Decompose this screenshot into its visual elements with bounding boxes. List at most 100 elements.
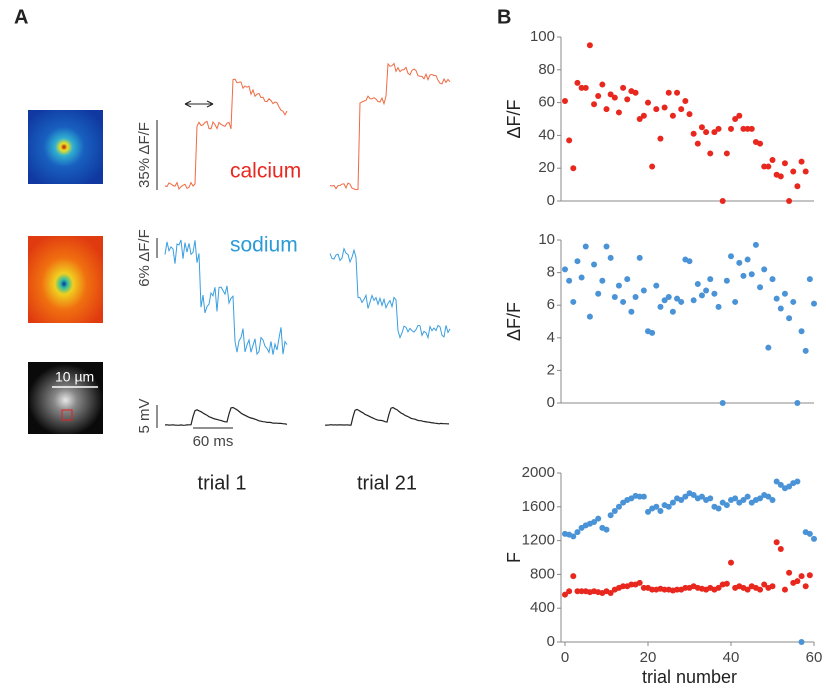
point xyxy=(790,168,796,174)
point xyxy=(657,304,663,310)
point xyxy=(670,309,676,315)
y-axis-label: ΔF/F xyxy=(504,302,524,341)
point xyxy=(699,292,705,298)
point xyxy=(786,315,792,321)
point xyxy=(803,168,809,174)
point xyxy=(574,258,580,264)
point xyxy=(740,273,746,279)
point xyxy=(794,478,800,484)
point xyxy=(699,124,705,130)
point xyxy=(782,160,788,166)
point xyxy=(620,299,626,305)
point xyxy=(807,572,813,578)
point xyxy=(678,299,684,305)
point xyxy=(674,90,680,96)
point xyxy=(753,242,759,248)
point xyxy=(757,141,763,147)
point xyxy=(678,106,684,112)
y-tick-label: 400 xyxy=(530,599,555,616)
x-tick-label: 40 xyxy=(723,649,740,666)
point xyxy=(799,639,805,645)
point xyxy=(807,531,813,537)
scale-label: 6% ΔF/F xyxy=(136,229,153,287)
point xyxy=(595,516,601,522)
point xyxy=(770,276,776,282)
point xyxy=(695,281,701,287)
point xyxy=(624,96,630,102)
point xyxy=(786,198,792,204)
point xyxy=(770,583,776,589)
point xyxy=(691,131,697,137)
point xyxy=(570,299,576,305)
point xyxy=(633,294,639,300)
point xyxy=(657,508,663,514)
point xyxy=(604,106,610,112)
point xyxy=(703,288,709,294)
point xyxy=(720,198,726,204)
point xyxy=(803,583,809,589)
traces xyxy=(165,64,450,426)
point xyxy=(778,546,784,552)
point xyxy=(641,494,647,500)
point xyxy=(790,299,796,305)
x-tick-label: 20 xyxy=(640,649,657,666)
point xyxy=(570,165,576,171)
point xyxy=(807,276,813,282)
y-tick-label: 1600 xyxy=(522,498,555,515)
point xyxy=(794,578,800,584)
point xyxy=(707,495,713,501)
point xyxy=(566,278,572,284)
point xyxy=(666,294,672,300)
point xyxy=(782,587,788,593)
point xyxy=(761,266,767,272)
trial-label: trial 1 xyxy=(198,472,247,494)
point xyxy=(628,309,634,315)
point xyxy=(641,288,647,294)
point xyxy=(716,505,722,511)
scale-label: 35% ΔF/F xyxy=(136,122,153,188)
point xyxy=(653,283,659,289)
point xyxy=(599,82,605,88)
point xyxy=(616,109,622,115)
point xyxy=(695,141,701,147)
point xyxy=(624,276,630,282)
y-tick-label: 2 xyxy=(547,361,555,378)
point xyxy=(703,129,709,135)
point xyxy=(633,90,639,96)
point xyxy=(724,150,730,156)
figure: A B 10 µm 35% ΔF/F 6% ΔF/F 5 mV 60 ms ca… xyxy=(0,0,826,691)
y-tick-label: 10 xyxy=(538,231,555,248)
point xyxy=(637,580,643,586)
trace xyxy=(325,408,449,426)
point xyxy=(591,101,597,107)
scale-label: 10 µm xyxy=(55,369,94,385)
point xyxy=(765,345,771,351)
point xyxy=(566,588,572,594)
y-tick-label: 0 xyxy=(547,394,555,411)
point xyxy=(566,137,572,143)
x-axis-label: trial number xyxy=(642,667,737,687)
point xyxy=(641,113,647,119)
point xyxy=(649,164,655,170)
point xyxy=(799,328,805,334)
point xyxy=(570,573,576,579)
point xyxy=(649,330,655,336)
y-axis-label: F xyxy=(504,552,524,563)
scale-label: 60 ms xyxy=(193,433,234,450)
point xyxy=(587,314,593,320)
point xyxy=(662,105,668,111)
point xyxy=(799,573,805,579)
point xyxy=(612,95,618,101)
y-tick-label: 6 xyxy=(547,296,555,313)
point xyxy=(811,301,817,307)
point xyxy=(757,284,763,290)
point xyxy=(583,244,589,250)
panel-label: A xyxy=(14,6,28,28)
y-tick-label: 1200 xyxy=(522,532,555,549)
point xyxy=(716,126,722,132)
point xyxy=(782,291,788,297)
point xyxy=(653,106,659,112)
point xyxy=(736,113,742,119)
y-axis-label: ΔF/F xyxy=(504,99,524,138)
y-tick-label: 60 xyxy=(538,94,555,111)
